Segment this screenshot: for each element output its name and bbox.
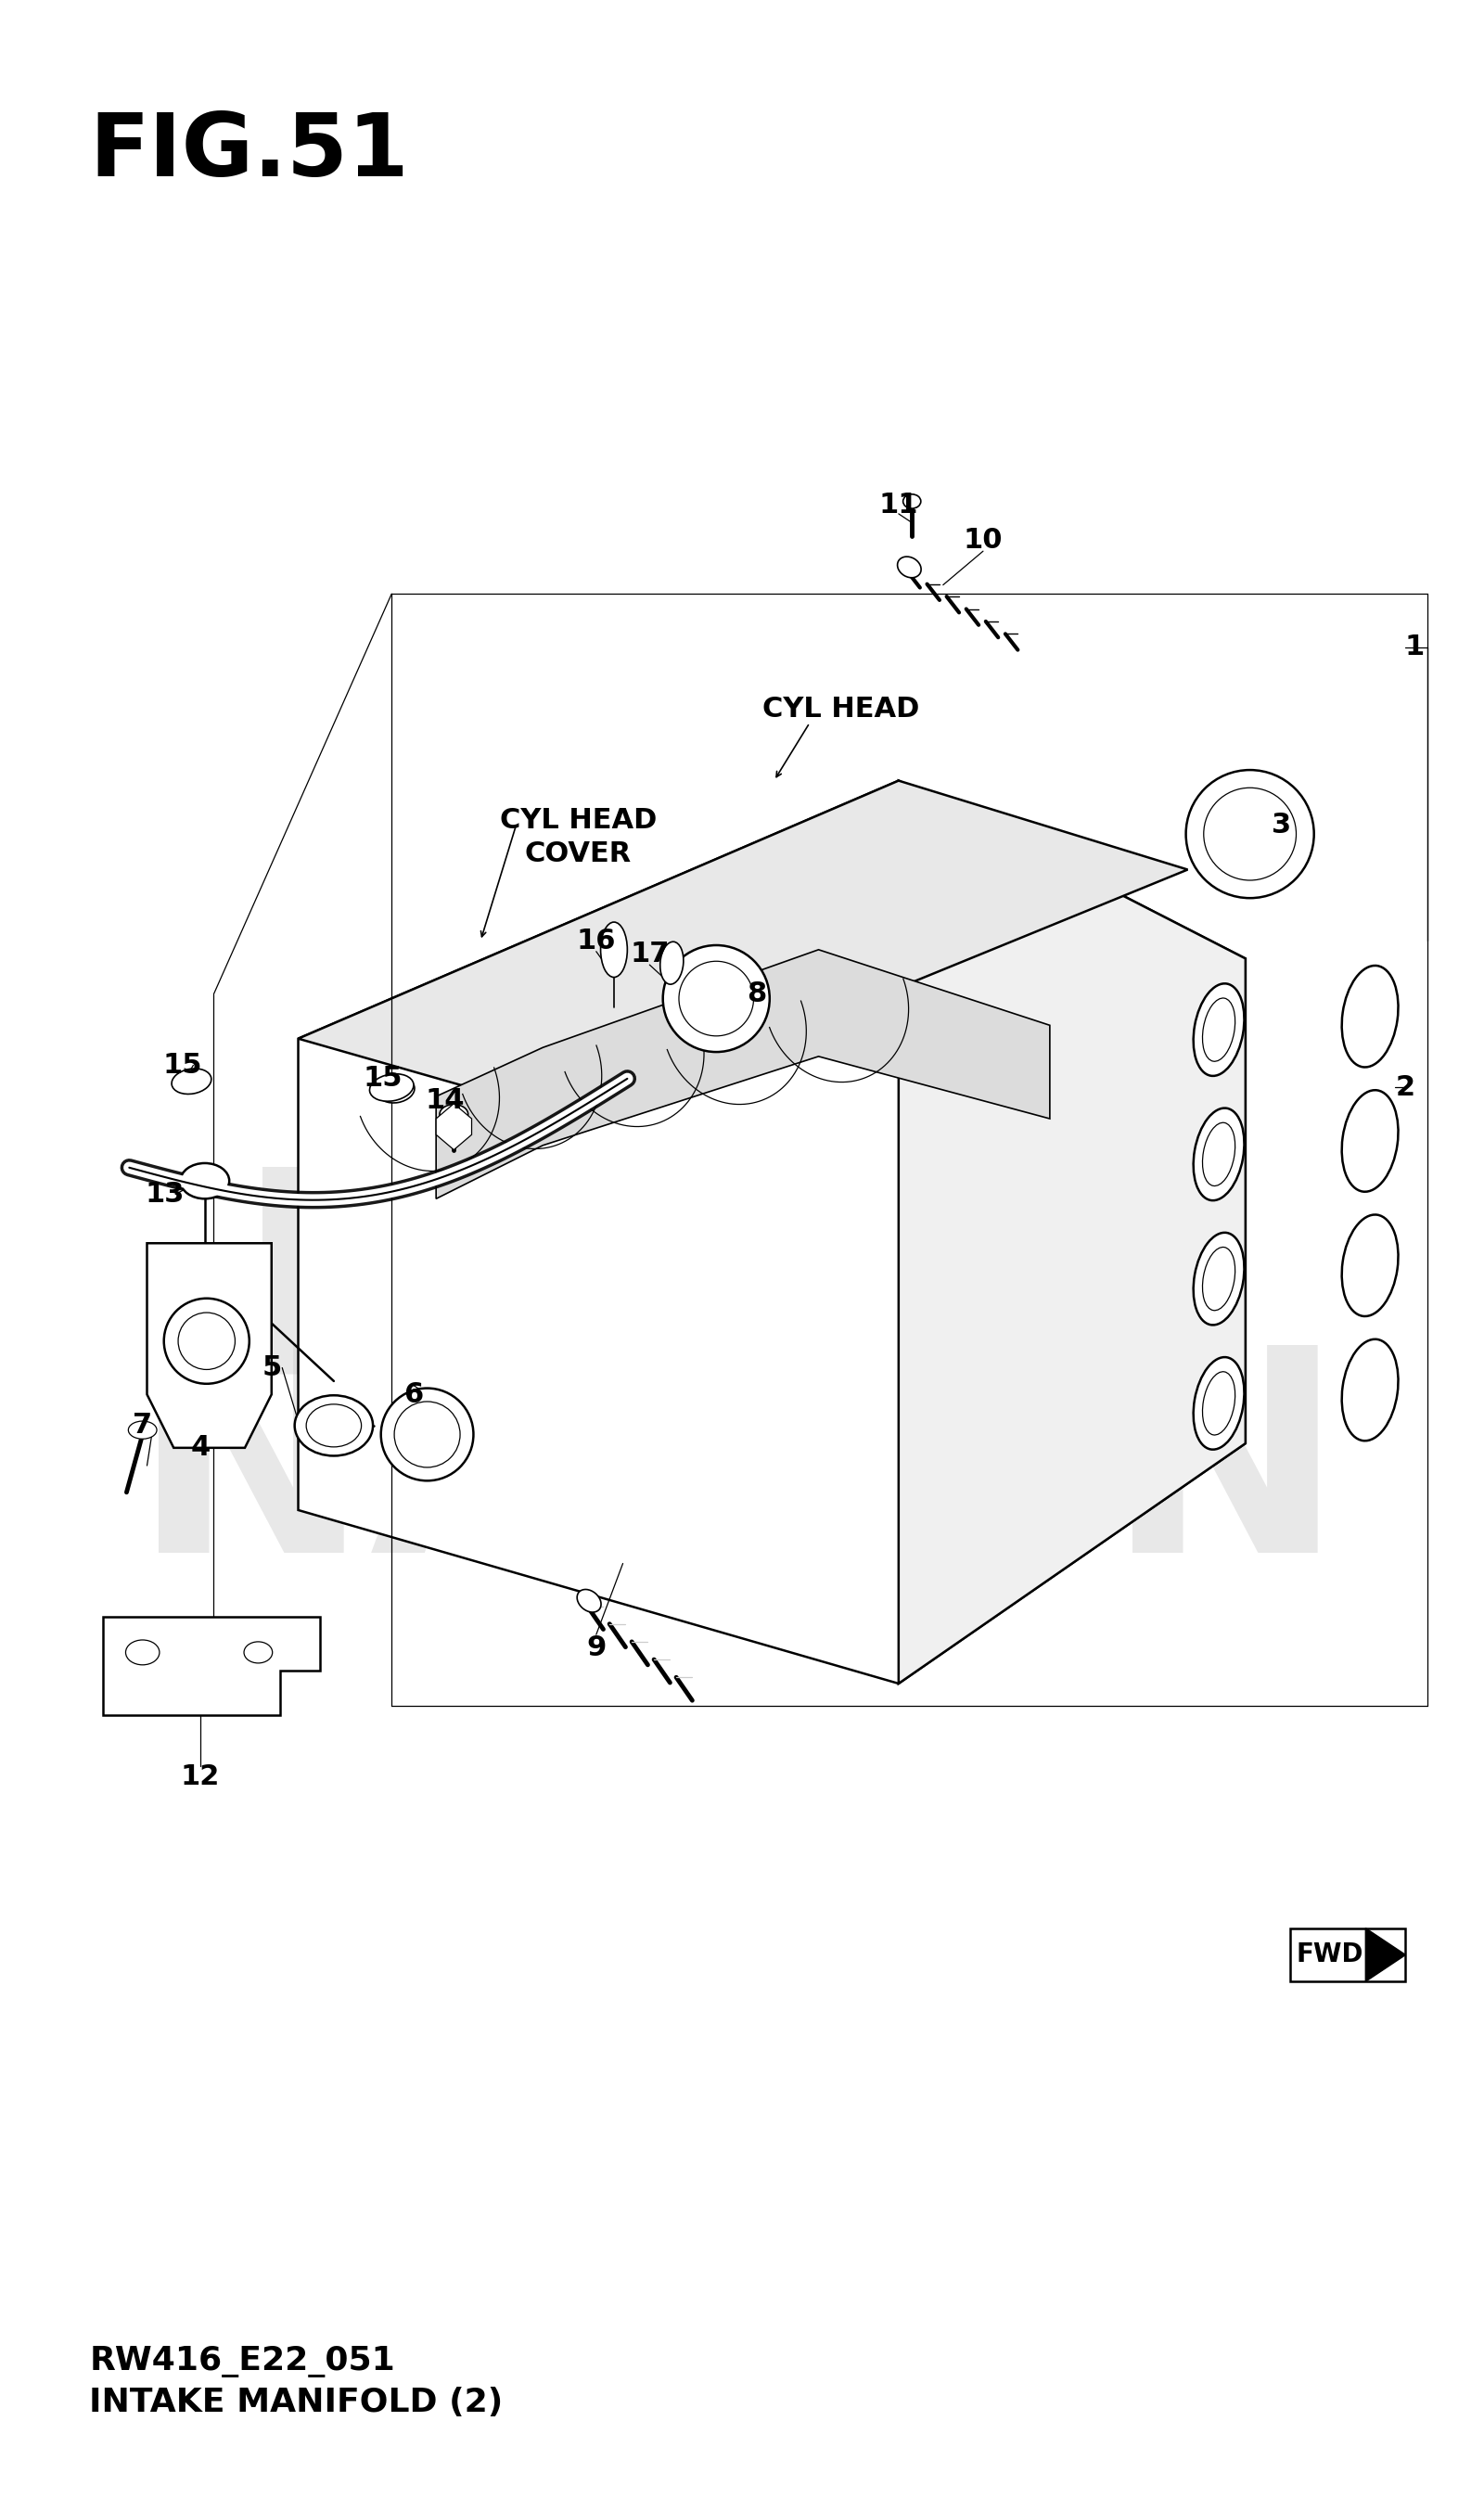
Ellipse shape xyxy=(1193,1109,1244,1202)
Text: 11: 11 xyxy=(879,492,919,520)
Text: PARTS: PARTS xyxy=(236,1159,1241,1434)
Text: 5: 5 xyxy=(261,1354,282,1381)
Ellipse shape xyxy=(898,557,922,577)
Polygon shape xyxy=(102,1616,321,1714)
Text: 16: 16 xyxy=(576,927,616,954)
Text: RW416_E22_051: RW416_E22_051 xyxy=(89,2346,395,2378)
Ellipse shape xyxy=(181,1164,230,1199)
Ellipse shape xyxy=(601,922,628,977)
Polygon shape xyxy=(436,1104,472,1149)
Text: 6: 6 xyxy=(404,1381,424,1409)
Circle shape xyxy=(163,1299,249,1384)
Text: CYL HEAD: CYL HEAD xyxy=(763,697,919,722)
Circle shape xyxy=(663,944,770,1052)
Text: CYL HEAD
COVER: CYL HEAD COVER xyxy=(500,807,657,867)
Text: 14: 14 xyxy=(426,1087,464,1114)
Text: 3: 3 xyxy=(1272,812,1291,839)
Polygon shape xyxy=(147,1244,272,1449)
Text: INTAKE MANIFOLD (2): INTAKE MANIFOLD (2) xyxy=(89,2386,503,2418)
Text: 9: 9 xyxy=(586,1634,605,1661)
Text: 7: 7 xyxy=(132,1411,153,1439)
Ellipse shape xyxy=(370,1074,414,1102)
Ellipse shape xyxy=(1193,984,1244,1077)
Polygon shape xyxy=(298,782,1187,1119)
Ellipse shape xyxy=(1193,1356,1244,1449)
Ellipse shape xyxy=(1193,1232,1244,1324)
Ellipse shape xyxy=(577,1589,601,1611)
Ellipse shape xyxy=(1342,1339,1398,1441)
Text: FIG.51: FIG.51 xyxy=(89,110,408,195)
Text: 15: 15 xyxy=(163,1052,202,1079)
Text: 8: 8 xyxy=(746,982,766,1007)
Ellipse shape xyxy=(439,1104,467,1124)
Ellipse shape xyxy=(1342,1214,1398,1316)
Ellipse shape xyxy=(660,942,684,984)
Text: FWD: FWD xyxy=(1297,1941,1364,1968)
Circle shape xyxy=(1186,769,1313,899)
Ellipse shape xyxy=(172,1069,211,1094)
Ellipse shape xyxy=(295,1396,372,1456)
Text: 13: 13 xyxy=(145,1182,184,1207)
Text: 10: 10 xyxy=(963,527,1003,555)
Text: 4: 4 xyxy=(190,1434,211,1461)
Text: NATION: NATION xyxy=(134,1336,1345,1611)
Text: 2: 2 xyxy=(1396,1074,1416,1102)
Ellipse shape xyxy=(128,1421,157,1439)
Polygon shape xyxy=(298,782,1245,1684)
Text: 1: 1 xyxy=(1405,634,1425,659)
Text: 15: 15 xyxy=(364,1064,402,1092)
Circle shape xyxy=(381,1389,473,1481)
Polygon shape xyxy=(1290,1928,1405,1981)
Text: 17: 17 xyxy=(629,942,669,967)
Polygon shape xyxy=(436,949,1049,1199)
Ellipse shape xyxy=(377,1077,414,1104)
Ellipse shape xyxy=(1342,1089,1398,1192)
Ellipse shape xyxy=(1342,967,1398,1067)
Polygon shape xyxy=(899,782,1245,1684)
Ellipse shape xyxy=(904,495,922,510)
Text: 12: 12 xyxy=(181,1764,220,1791)
Polygon shape xyxy=(1365,1928,1405,1981)
